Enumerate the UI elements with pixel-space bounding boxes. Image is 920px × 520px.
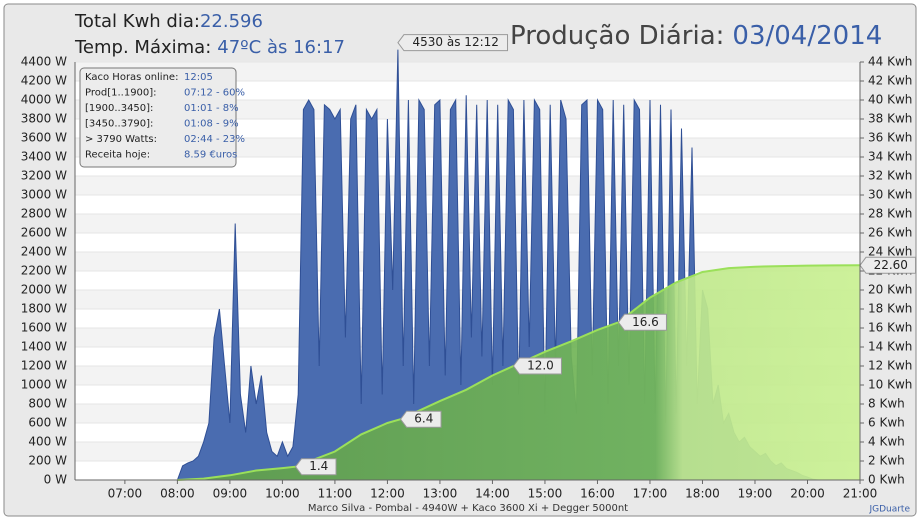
- value-label-box: [512, 357, 562, 375]
- y-tick-label: 600 W: [28, 416, 67, 430]
- total-label: Total Kwh dia:: [74, 11, 200, 32]
- value-label-box: [399, 410, 442, 428]
- y2-tick-label: 28 Kwh: [868, 207, 912, 221]
- annotation-box: [397, 34, 509, 52]
- info-label: > 3790 Watts:: [85, 134, 157, 145]
- x-tick-label: 16:00: [580, 487, 615, 501]
- y2-tick-label: 4 Kwh: [868, 435, 905, 449]
- x-tick-label: 17:00: [633, 487, 668, 501]
- x-tick-label: 11:00: [318, 487, 353, 501]
- info-value: 01:08 - 9%: [184, 119, 239, 130]
- chart-title: Produção Diária: 03/04/2014: [510, 21, 882, 51]
- y2-tick-label: 44 Kwh: [868, 55, 912, 69]
- x-tick-label: 12:00: [370, 487, 405, 501]
- grid-band: [75, 62, 860, 81]
- info-value: 12:05: [184, 72, 213, 83]
- x-tick-label: 20:00: [790, 487, 825, 501]
- y-tick-label: 200 W: [28, 454, 67, 468]
- y-tick-label: 0 W: [44, 473, 67, 487]
- temp-label: Temp. Máxima:: [74, 37, 211, 58]
- y-tick-label: 3000 W: [21, 188, 67, 202]
- temp-value: 47ºC às 16:17: [217, 37, 345, 58]
- x-tick-label: 13:00: [423, 487, 458, 501]
- x-tick-label: 10:00: [265, 487, 300, 501]
- x-tick-label: 18:00: [685, 487, 720, 501]
- value-label-box: [859, 256, 916, 274]
- info-label: [1900..3450]:: [85, 103, 153, 114]
- value-label: 22.60: [874, 258, 908, 272]
- y2-tick-label: 24 Kwh: [868, 245, 912, 259]
- info-label: Prod[1..1900]:: [85, 88, 157, 99]
- y-tick-label: 2600 W: [21, 226, 67, 240]
- y-tick-label: 2000 W: [21, 283, 67, 297]
- total-value: 22.596: [200, 11, 263, 32]
- y-tick-label: 1000 W: [21, 378, 67, 392]
- y2-tick-label: 20 Kwh: [868, 283, 912, 297]
- y-tick-label: 4200 W: [21, 74, 67, 88]
- value-label: 6.4: [414, 412, 433, 426]
- total-kwh: Total Kwh dia:22.596: [74, 11, 263, 32]
- x-tick-label: 15:00: [528, 487, 563, 501]
- info-value: 8.59 €uros: [184, 150, 237, 161]
- y2-tick-label: 0 Kwh: [868, 473, 905, 487]
- y2-tick-label: 32 Kwh: [868, 169, 912, 183]
- y2-tick-label: 18 Kwh: [868, 302, 912, 316]
- y2-tick-label: 8 Kwh: [868, 397, 905, 411]
- y2-tick-label: 10 Kwh: [868, 378, 912, 392]
- x-tick-label: 07:00: [108, 487, 143, 501]
- info-box: [79, 67, 237, 168]
- y2-tick-label: 6 Kwh: [868, 416, 905, 430]
- value-label: 1.4: [309, 459, 328, 473]
- y-tick-label: 2200 W: [21, 264, 67, 278]
- y-tick-label: 1600 W: [21, 321, 67, 335]
- y-tick-label: 4000 W: [21, 93, 67, 107]
- y-tick-label: 1200 W: [21, 359, 67, 373]
- value-label-box: [617, 313, 667, 331]
- y2-tick-label: 34 Kwh: [868, 150, 912, 164]
- y-tick-label: 800 W: [28, 397, 67, 411]
- info-value: 02:44 - 23%: [184, 134, 245, 145]
- y2-tick-label: 30 Kwh: [868, 188, 912, 202]
- y2-tick-label: 16 Kwh: [868, 321, 912, 335]
- info-value: 01:01 - 8%: [184, 103, 239, 114]
- y-tick-label: 3600 W: [21, 131, 67, 145]
- y-tick-label: 4400 W: [21, 55, 67, 69]
- y-tick-label: 3400 W: [21, 150, 67, 164]
- footer: Marco Silva - Pombal - 4940W + Kaco 3600…: [308, 503, 628, 514]
- y-tick-label: 1800 W: [21, 302, 67, 316]
- y-tick-label: 3800 W: [21, 112, 67, 126]
- x-tick-label: 08:00: [160, 487, 195, 501]
- credit: JGDuarte: [868, 505, 910, 515]
- y2-tick-label: 38 Kwh: [868, 112, 912, 126]
- x-tick-label: 09:00: [213, 487, 248, 501]
- annotation: 4530 às 12:12: [413, 35, 499, 49]
- info-label: Receita hoje:: [85, 150, 150, 161]
- x-tick-label: 21:00: [843, 487, 878, 501]
- info-value: 07:12 - 60%: [184, 88, 245, 99]
- y-tick-label: 2400 W: [21, 245, 67, 259]
- y-tick-label: 400 W: [28, 435, 67, 449]
- y2-tick-label: 26 Kwh: [868, 226, 912, 240]
- y2-tick-label: 12 Kwh: [868, 359, 912, 373]
- value-label-box: [294, 458, 337, 476]
- y2-tick-label: 42 Kwh: [868, 74, 912, 88]
- y2-tick-label: 36 Kwh: [868, 131, 912, 145]
- value-label: 16.6: [632, 315, 659, 329]
- y2-tick-label: 14 Kwh: [868, 340, 912, 354]
- grid-band: [75, 100, 860, 119]
- info-label: Kaco Horas online:: [85, 72, 178, 83]
- title: Produção Diária:: [510, 21, 724, 51]
- y-tick-label: 2800 W: [21, 207, 67, 221]
- y-tick-label: 1400 W: [21, 340, 67, 354]
- temp-max: Temp. Máxima: 47ºC às 16:17: [74, 37, 345, 58]
- x-tick-label: 14:00: [475, 487, 510, 501]
- y2-tick-label: 40 Kwh: [868, 93, 912, 107]
- info-label: [3450..3790]:: [85, 119, 153, 130]
- value-label: 12.0: [527, 359, 554, 373]
- y2-tick-label: 2 Kwh: [868, 454, 905, 468]
- date: 03/04/2014: [732, 21, 882, 51]
- x-tick-label: 19:00: [738, 487, 773, 501]
- y-tick-label: 3200 W: [21, 169, 67, 183]
